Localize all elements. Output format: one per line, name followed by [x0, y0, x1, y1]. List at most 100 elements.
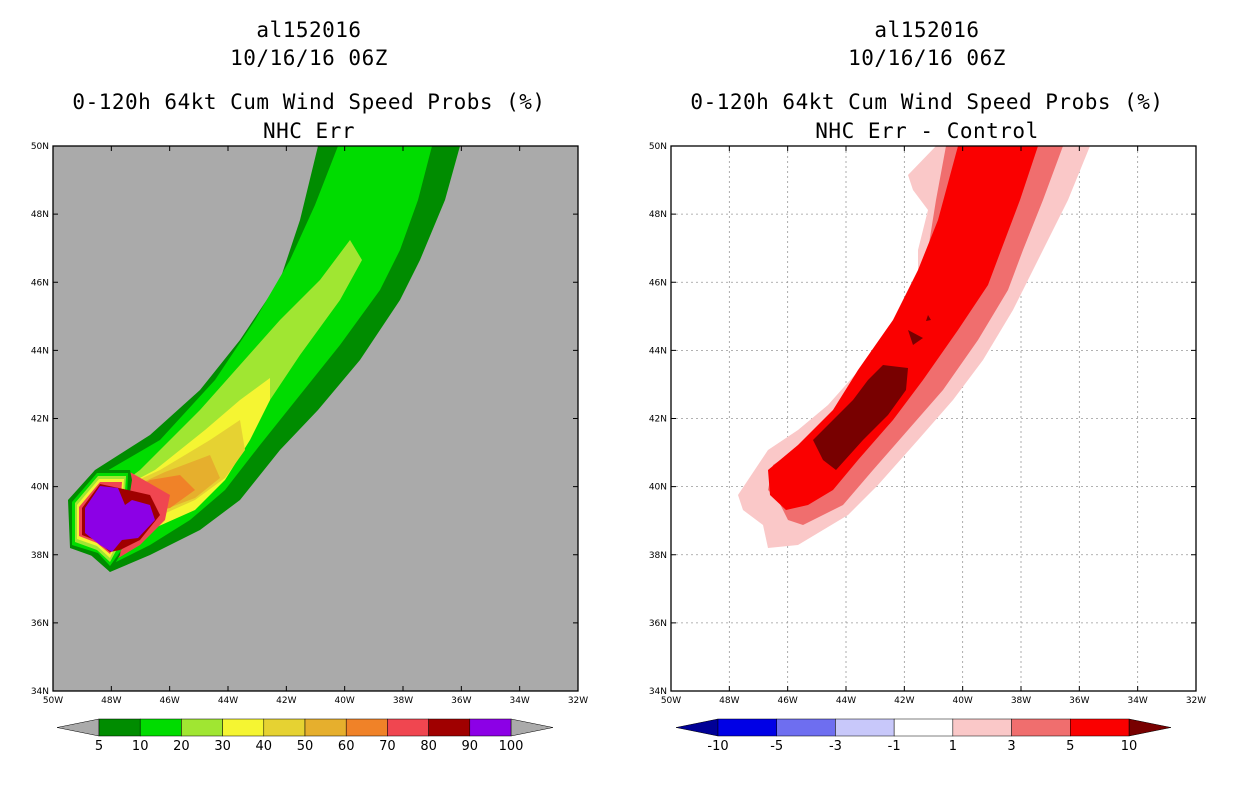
colorbar-label: -3 [829, 739, 842, 754]
lat-label: 42N [649, 415, 667, 425]
colorbar-swatch [98, 718, 141, 737]
lon-label: 34W [1127, 696, 1147, 706]
colorbar-swatch [428, 718, 471, 737]
plot-subtitle: NHC Err - Control [815, 119, 1039, 143]
lon-label: 42W [276, 696, 296, 706]
plot-subtitle: NHC Err [262, 119, 355, 143]
colorbar-swatch [387, 718, 429, 737]
lat-label: 34N [649, 687, 667, 697]
lat-label: 48N [31, 210, 49, 220]
colorbar-end-low [56, 718, 100, 737]
colorbar-end-low [675, 718, 719, 737]
colorbar-label: 10 [1121, 739, 1138, 754]
lat-label: 40N [31, 483, 49, 493]
colorbar-swatch [717, 718, 777, 737]
colorbar-label: 30 [214, 739, 231, 754]
colorbar-swatch [222, 718, 265, 737]
lat-label: 50N [31, 142, 49, 152]
map-difference: 50W 48W 46W 44W 42W 40W 38W 36W 34W 32W 34N 36N 38N 4… [649, 142, 1206, 754]
axes: 50W 48W 46W 44W 42W 40W 38W 36W 34W 32W 34N 36N 38N 4… [649, 142, 1206, 706]
lon-label: 50W [43, 696, 63, 706]
contour-10-c [926, 315, 931, 321]
colorbar-label: 70 [379, 739, 396, 754]
lon-label: 50W [661, 696, 681, 706]
lat-label: 38N [649, 551, 667, 561]
plot-title: 0-120h 64kt Cum Wind Speed Probs (%) [72, 90, 546, 114]
lon-label: 46W [777, 696, 797, 706]
lon-label: 38W [393, 696, 413, 706]
lat-label: 36N [31, 619, 49, 629]
contour-10-a [813, 365, 908, 470]
datetime: 10/16/16 06Z [230, 46, 388, 70]
lon-label: 46W [159, 696, 179, 706]
plot-title: 0-120h 64kt Cum Wind Speed Probs (%) [690, 90, 1164, 114]
colorbar-end-high [510, 718, 554, 737]
panel-nhc-err: al152016 10/16/16 06Z 0-120h 64kt Cum Wi… [31, 18, 588, 754]
colorbar-label: 10 [132, 739, 149, 754]
colorbar-swatch [893, 718, 954, 737]
lon-label: 38W [1011, 696, 1031, 706]
lat-label: 34N [31, 687, 49, 697]
contour-10-b [908, 330, 923, 345]
colorbar-label: 80 [420, 739, 437, 754]
colorbar-swatch [139, 718, 182, 737]
lon-label: 44W [218, 696, 238, 706]
colorbar-label: -10 [707, 739, 728, 754]
lat-label: 46N [649, 278, 667, 288]
lon-label: 36W [451, 696, 471, 706]
contour-90 [85, 486, 155, 552]
colorbar-end-high [1128, 718, 1172, 737]
lat-label: 36N [649, 619, 667, 629]
lon-label: 40W [952, 696, 972, 706]
lat-label: 38N [31, 551, 49, 561]
colorbar-label: 60 [338, 739, 355, 754]
lon-label: 48W [719, 696, 739, 706]
colorbar-label: 5 [95, 739, 103, 754]
colorbar-label: 100 [499, 739, 524, 754]
lon-label: 44W [836, 696, 856, 706]
colorbar-label: 1 [949, 739, 957, 754]
lon-label: 48W [101, 696, 121, 706]
colorbar-label: 40 [256, 739, 273, 754]
colorbar-probability: 5 10 20 30 40 50 60 70 80 90 100 [56, 718, 554, 754]
difference-contours [738, 146, 1090, 548]
colorbar-swatch [1011, 718, 1071, 737]
colorbar-swatch [469, 718, 512, 737]
colorbar-swatch [181, 718, 223, 737]
lat-label: 50N [649, 142, 667, 152]
lat-label: 48N [649, 210, 667, 220]
lat-label: 44N [649, 346, 667, 356]
lat-label: 40N [649, 483, 667, 493]
datetime: 10/16/16 06Z [848, 46, 1006, 70]
storm-id: al152016 [874, 18, 980, 42]
colorbar-swatch [835, 718, 895, 737]
colorbar-label: 20 [173, 739, 190, 754]
colorbar-swatch [1070, 718, 1130, 737]
lat-label: 42N [31, 415, 49, 425]
colorbar-label: 50 [297, 739, 314, 754]
colorbar-difference: -10 -5 -3 -1 1 3 5 10 [675, 718, 1172, 754]
colorbar-swatch [345, 718, 388, 737]
panel-nhc-err-minus-control: al152016 10/16/16 06Z 0-120h 64kt Cum Wi… [618, 0, 1236, 800]
map-nhc-err: 50W 48W 46W 44W 42W 40W 38W 36W 34W 32W 34N 36N 38N 4… [31, 142, 588, 754]
lat-label: 46N [31, 278, 49, 288]
lon-label: 42W [894, 696, 914, 706]
probability-contours [68, 146, 460, 572]
colorbar-swatch [952, 718, 1012, 737]
colorbar-label: -1 [888, 739, 901, 754]
colorbar-label: -5 [770, 739, 783, 754]
axes: 50W 48W 46W 44W 42W 40W 38W 36W 34W 32W 34N 36N 38N 4… [31, 142, 588, 706]
colorbar-label: 90 [462, 739, 479, 754]
colorbar-swatch [304, 718, 347, 737]
lon-label: 40W [334, 696, 354, 706]
colorbar-label: 5 [1066, 739, 1074, 754]
colorbar-swatch [776, 718, 836, 737]
colorbar-swatch [263, 718, 306, 737]
lon-label: 32W [1186, 696, 1206, 706]
storm-id: al152016 [256, 18, 362, 42]
lon-label: 32W [568, 696, 588, 706]
lat-label: 44N [31, 346, 49, 356]
colorbar-label: 3 [1007, 739, 1015, 754]
lon-label: 34W [509, 696, 529, 706]
lon-label: 36W [1069, 696, 1089, 706]
